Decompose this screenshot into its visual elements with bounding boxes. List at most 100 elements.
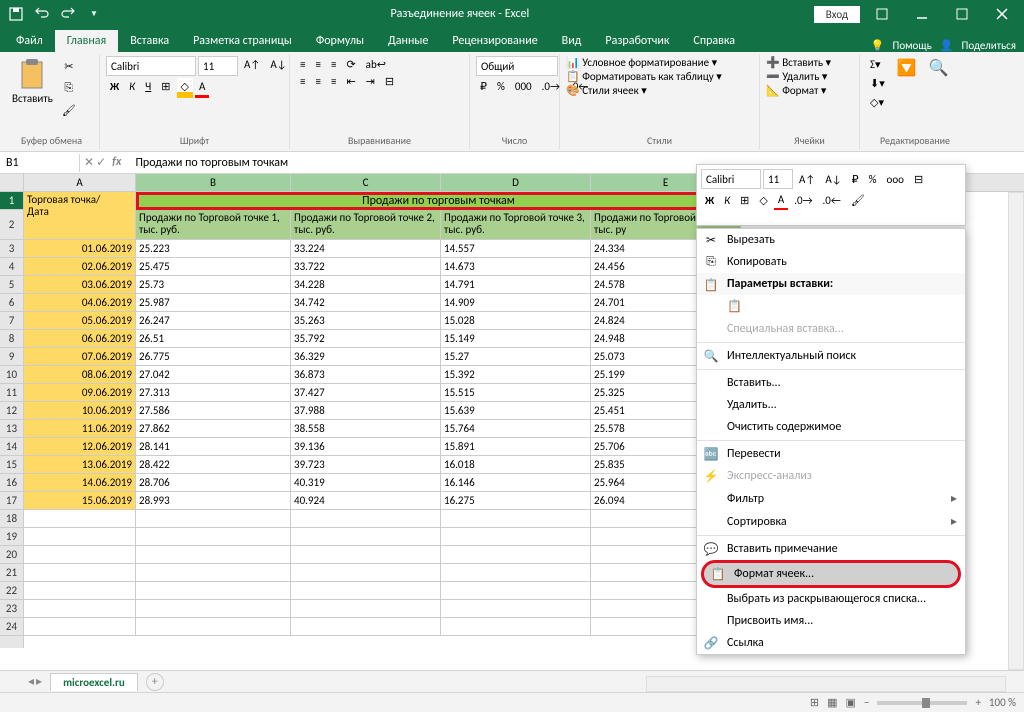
- row-header[interactable]: 8: [0, 330, 23, 348]
- data-cell[interactable]: 11.06.2019: [24, 420, 136, 438]
- tellme-icon[interactable]: 💡: [871, 39, 885, 52]
- number-format-select[interactable]: [476, 56, 558, 76]
- empty-cell[interactable]: [136, 528, 291, 546]
- empty-cell[interactable]: [441, 582, 591, 600]
- mini-comma-icon[interactable]: ooo: [883, 171, 908, 188]
- data-cell[interactable]: 14.06.2019: [24, 474, 136, 492]
- tab-review[interactable]: Рецензирование: [440, 30, 549, 52]
- font-color-icon[interactable]: A: [195, 78, 209, 98]
- tellme-button[interactable]: Помощь: [892, 39, 931, 52]
- share-icon[interactable]: 👤: [940, 39, 954, 52]
- format-painter-icon[interactable]: 🖌: [59, 100, 79, 120]
- empty-cell[interactable]: [24, 618, 136, 636]
- row-header[interactable]: 18: [0, 510, 23, 528]
- font-size-select[interactable]: [198, 56, 238, 76]
- row-header[interactable]: 9: [0, 348, 23, 366]
- menu-filter[interactable]: Фильтр▸: [697, 487, 965, 510]
- fx-icon[interactable]: fx: [108, 155, 125, 170]
- clear-icon[interactable]: ◇▾: [866, 94, 889, 111]
- zoom-slider[interactable]: [877, 701, 967, 705]
- sheet-tab-active[interactable]: microexcel.ru: [50, 673, 138, 691]
- fill-color-icon[interactable]: ◇: [177, 78, 193, 98]
- row-header[interactable]: 1: [0, 192, 23, 210]
- header-cell-a[interactable]: Торговая точка/ Дата: [24, 192, 136, 240]
- select-all-corner[interactable]: [0, 174, 23, 192]
- cancel-formula-icon[interactable]: ✕: [84, 155, 94, 170]
- tab-insert[interactable]: Вставка: [118, 30, 181, 52]
- data-cell[interactable]: 34.742: [291, 294, 441, 312]
- data-cell[interactable]: 15.515: [441, 384, 591, 402]
- data-cell[interactable]: 28.422: [136, 456, 291, 474]
- row-header[interactable]: 2: [0, 210, 23, 240]
- mini-fontcolor-icon[interactable]: A: [774, 191, 788, 210]
- empty-cell[interactable]: [136, 510, 291, 528]
- empty-cell[interactable]: [441, 510, 591, 528]
- data-cell[interactable]: 25.73: [136, 276, 291, 294]
- menu-translate[interactable]: 🔤Перевести: [697, 443, 965, 465]
- data-cell[interactable]: 26.775: [136, 348, 291, 366]
- row-header[interactable]: 13: [0, 420, 23, 438]
- indent-inc-icon[interactable]: ⇥: [362, 73, 379, 90]
- empty-cell[interactable]: [24, 582, 136, 600]
- column-header-C[interactable]: C: [291, 174, 441, 191]
- align-middle-icon[interactable]: ≡: [311, 56, 324, 73]
- grow-font-icon[interactable]: A↑: [240, 56, 264, 76]
- vertical-scrollbar[interactable]: [1008, 192, 1024, 670]
- row-header[interactable]: 12: [0, 402, 23, 420]
- cell-styles-button[interactable]: 🎨 Стили ячеек ▾: [566, 84, 753, 97]
- add-sheet-button[interactable]: +: [146, 673, 164, 691]
- data-cell[interactable]: 14.557: [441, 240, 591, 258]
- percent-icon[interactable]: %: [493, 78, 509, 95]
- data-cell[interactable]: 27.586: [136, 402, 291, 420]
- mini-font-select[interactable]: [701, 169, 761, 189]
- data-cell[interactable]: 39.136: [291, 438, 441, 456]
- data-cell[interactable]: 40.319: [291, 474, 441, 492]
- mini-shrink-font-icon[interactable]: A↓: [821, 171, 845, 188]
- row-header[interactable]: 20: [0, 546, 23, 564]
- data-cell[interactable]: 05.06.2019: [24, 312, 136, 330]
- tab-home[interactable]: Главная: [55, 30, 118, 52]
- row-header[interactable]: 3: [0, 240, 23, 258]
- cut-icon[interactable]: ✂: [59, 56, 79, 76]
- menu-format-cells[interactable]: 📋Формат ячеек...: [701, 560, 961, 588]
- maximize-button[interactable]: [944, 0, 980, 28]
- comma-icon[interactable]: 000: [511, 78, 536, 95]
- data-cell[interactable]: 37.427: [291, 384, 441, 402]
- minimize-button[interactable]: [904, 0, 940, 28]
- find-icon[interactable]: 🔍: [925, 56, 953, 80]
- format-cells-button[interactable]: 📐 Формат ▾: [766, 84, 853, 97]
- tab-data[interactable]: Данные: [376, 30, 440, 52]
- data-cell[interactable]: 26.247: [136, 312, 291, 330]
- autosum-icon[interactable]: Σ▾: [866, 56, 889, 73]
- menu-copy[interactable]: ⎘Копировать: [697, 251, 965, 273]
- column-header-D[interactable]: D: [441, 174, 591, 191]
- data-cell[interactable]: 26.51: [136, 330, 291, 348]
- data-cell[interactable]: 39.723: [291, 456, 441, 474]
- tab-developer[interactable]: Разработчик: [593, 30, 681, 52]
- ribbon-display-icon[interactable]: [864, 0, 900, 28]
- header-cell[interactable]: Продажи по Торговой точке 2, тыс. руб.: [291, 210, 441, 240]
- align-bottom-icon[interactable]: ≡: [327, 56, 340, 73]
- data-cell[interactable]: 27.862: [136, 420, 291, 438]
- row-header[interactable]: 14: [0, 438, 23, 456]
- data-cell[interactable]: 36.329: [291, 348, 441, 366]
- data-cell[interactable]: 35.792: [291, 330, 441, 348]
- empty-cell[interactable]: [441, 600, 591, 618]
- data-cell[interactable]: 01.06.2019: [24, 240, 136, 258]
- zoom-in-button[interactable]: +: [975, 696, 980, 709]
- insert-cells-button[interactable]: ➕ Вставить ▾: [766, 56, 853, 69]
- empty-cell[interactable]: [291, 582, 441, 600]
- mini-percent-icon[interactable]: %: [865, 171, 881, 188]
- tab-formulas[interactable]: Формулы: [304, 30, 376, 52]
- data-cell[interactable]: 25.987: [136, 294, 291, 312]
- empty-cell[interactable]: [24, 600, 136, 618]
- row-header[interactable]: 15: [0, 456, 23, 474]
- data-cell[interactable]: 36.873: [291, 366, 441, 384]
- data-cell[interactable]: 14.909: [441, 294, 591, 312]
- empty-cell[interactable]: [291, 510, 441, 528]
- mini-borders-icon[interactable]: ⊞: [736, 192, 753, 209]
- row-header[interactable]: 16: [0, 474, 23, 492]
- borders-icon[interactable]: ⊞: [157, 78, 174, 98]
- sheet-nav-prev-icon[interactable]: ◂: [28, 674, 34, 689]
- horizontal-scrollbar[interactable]: [646, 676, 1006, 692]
